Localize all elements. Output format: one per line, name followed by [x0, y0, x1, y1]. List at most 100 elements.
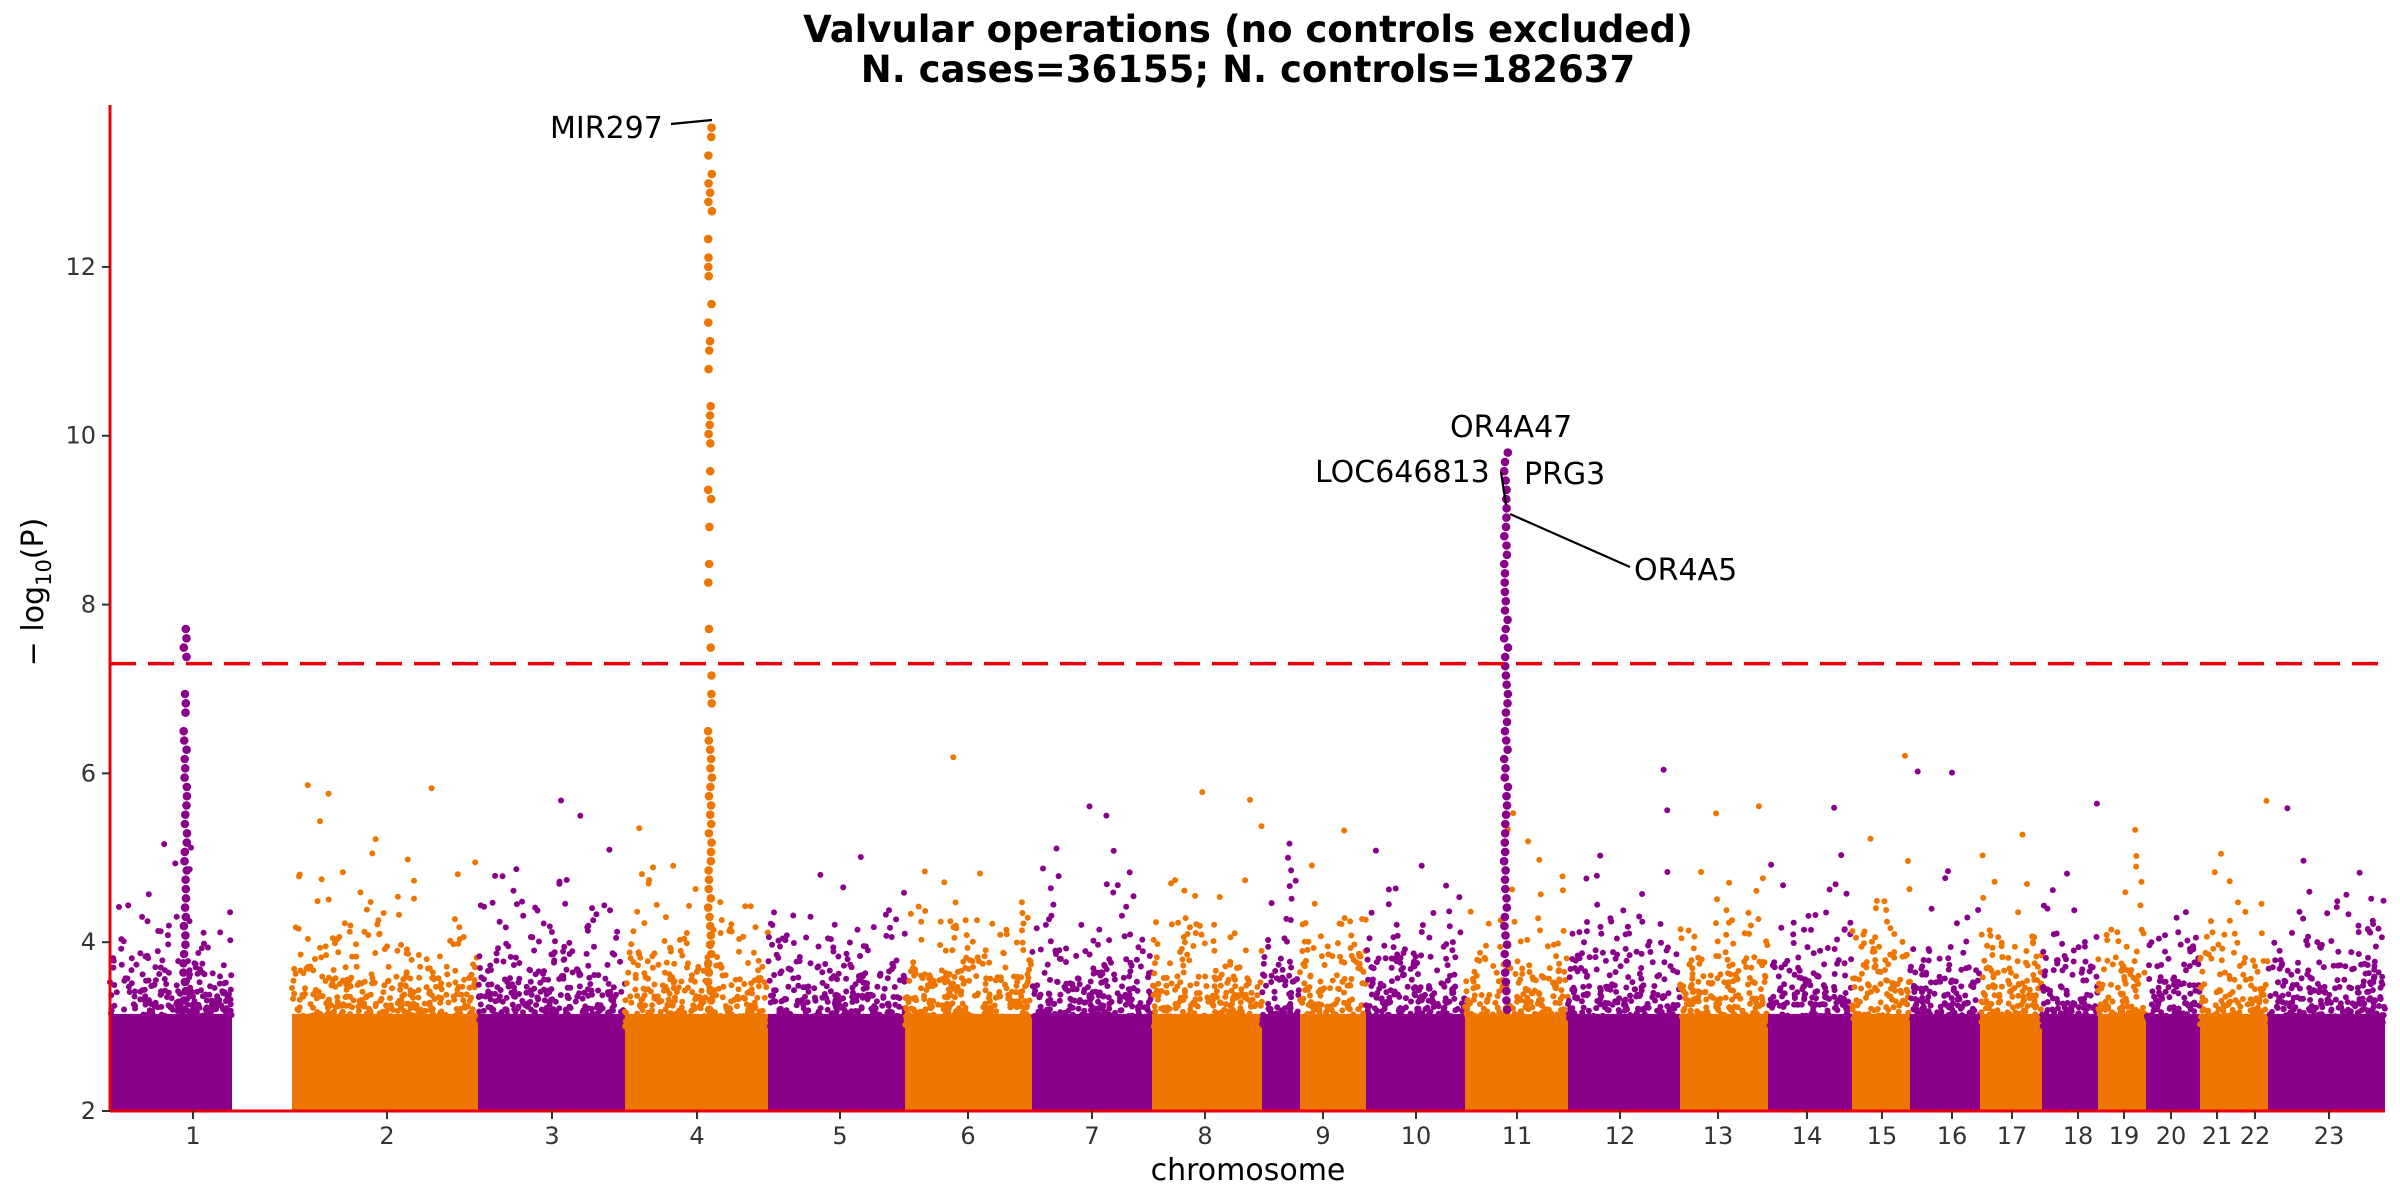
snp-point [1636, 970, 1643, 977]
snp-point [1821, 990, 1828, 997]
snp-point [2149, 988, 2156, 995]
snp-point [1484, 1008, 1491, 1015]
snp-point [697, 1022, 704, 1029]
snp-point [1903, 986, 1910, 993]
snp-point [935, 1001, 942, 1008]
chromosome-19-points [2039, 800, 2101, 1110]
snp-point [888, 966, 895, 973]
snp-point [942, 1022, 949, 1029]
snp-point [1658, 1009, 1665, 1015]
snp-point [683, 940, 690, 947]
snp-point [1009, 1022, 1015, 1029]
snp-point [1614, 1015, 1621, 1022]
snp-point [1100, 993, 1107, 1000]
snp-point [1465, 1022, 1472, 1029]
snp-point [1254, 984, 1261, 990]
snp-point [342, 1014, 349, 1021]
snp-point [290, 995, 297, 1002]
snp-point [1902, 752, 1908, 759]
snp-point [1732, 993, 1739, 1000]
snp-point [1817, 947, 1824, 954]
snp-point [561, 943, 568, 950]
chromosome-17-dense-band [1910, 1013, 1980, 1110]
snp-point [1002, 1021, 1009, 1028]
snp-point [1130, 985, 1137, 992]
snp-point [1055, 873, 1062, 880]
snp-point [452, 979, 459, 986]
snp-point [1691, 933, 1698, 940]
snp-point [1801, 926, 1807, 933]
snp-point [1654, 1014, 1661, 1021]
snp-point [1617, 963, 1624, 970]
snp-point [2029, 933, 2036, 940]
snp-point [2024, 1003, 2031, 1010]
snp-point [1051, 1010, 1058, 1017]
snp-point [1853, 997, 1860, 1004]
snp-point [472, 859, 479, 866]
snp-point [2175, 1005, 2182, 1012]
snp-point [1006, 993, 1013, 1000]
snp-point [2133, 993, 2140, 1000]
snp-point [1867, 835, 1874, 842]
snp-point [2135, 972, 2142, 979]
snp-point [317, 818, 323, 825]
snp-point [1179, 1021, 1186, 1028]
snp-point [2109, 961, 2116, 968]
snp-point [2172, 1017, 2179, 1024]
snp-point [325, 790, 332, 797]
snp-point [927, 997, 933, 1004]
snp-point [1856, 976, 1863, 983]
snp-point [389, 985, 395, 992]
snp-point [1334, 940, 1341, 947]
snp-point [1248, 989, 1255, 996]
chromosome-12-dense-band [1465, 1013, 1568, 1110]
snp-point [1945, 955, 1952, 962]
snp-point [192, 1004, 199, 1011]
snp-point [794, 997, 801, 1004]
snp-point [1746, 1021, 1753, 1028]
snp-point [1700, 973, 1707, 980]
snp-point [677, 1013, 684, 1020]
snp-point [2044, 1006, 2051, 1013]
snp-point [503, 1007, 510, 1014]
snp-point [369, 850, 376, 857]
snp-point [1805, 1021, 1812, 1028]
snp-point [1430, 999, 1437, 1005]
snp-point [142, 953, 149, 960]
snp-point [445, 981, 452, 988]
snp-point [1286, 883, 1293, 890]
snp-point [1666, 1008, 1673, 1014]
snp-point [1435, 1003, 1442, 1010]
snp-point [513, 866, 520, 873]
snp-point [601, 902, 608, 909]
snp-point [819, 979, 826, 986]
snp-point [556, 880, 563, 887]
snp-point [1659, 1020, 1666, 1027]
snp-point [625, 969, 632, 976]
snp-point [125, 902, 132, 909]
snp-point [636, 1002, 643, 1009]
snp-point [2173, 983, 2180, 990]
snp-point [718, 964, 725, 971]
chromosome-7-points [1029, 803, 1155, 1110]
snp-point [165, 989, 172, 996]
snp-point [1397, 1023, 1404, 1030]
snp-point [831, 921, 838, 928]
snp-point [451, 996, 458, 1003]
snp-point [767, 1017, 774, 1024]
snp-point [598, 1018, 605, 1025]
snp-point [1623, 1004, 1630, 1011]
snp-point [2057, 983, 2064, 990]
snp-point [445, 999, 452, 1006]
snp-point [2023, 959, 2029, 966]
snp-point [963, 1018, 970, 1025]
snp-point [125, 1019, 132, 1026]
snp-point [1558, 1016, 1565, 1023]
snp-point [2096, 1011, 2103, 1017]
snp-point [330, 1015, 337, 1022]
snp-point [606, 1009, 613, 1015]
snp-point [2188, 1014, 2195, 1021]
snp-point [743, 1001, 750, 1008]
snp-point [408, 956, 415, 963]
